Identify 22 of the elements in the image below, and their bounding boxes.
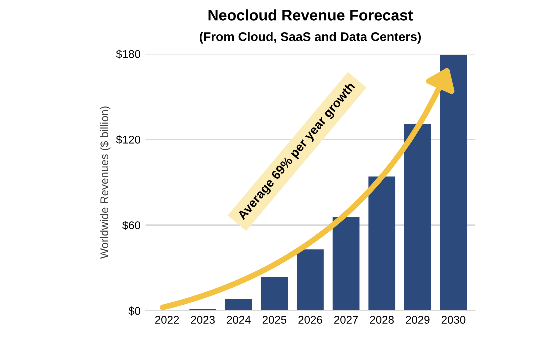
x-tick-label: 2025 <box>262 316 287 324</box>
y-tick-label: $180 <box>116 50 141 59</box>
bar <box>368 176 396 311</box>
y-tick-label: $0 <box>128 306 141 316</box>
bar <box>332 217 360 311</box>
bar <box>261 277 288 311</box>
chart-title: Neocloud Revenue Forecast <box>208 10 414 21</box>
bar <box>404 124 432 311</box>
x-tick-label: 2027 <box>334 316 358 324</box>
bar <box>225 300 252 311</box>
x-tick-label: 2029 <box>406 316 430 324</box>
bar <box>297 250 324 311</box>
x-tick-label: 2023 <box>191 316 215 324</box>
x-tick-label: 2030 <box>442 316 466 324</box>
y-axis-title: Worldwide Revenues ($ billion) <box>100 106 111 259</box>
chart-subtitle: (From Cloud, SaaS and Data Centers) <box>200 32 422 44</box>
y-tick-label: $120 <box>116 136 141 145</box>
x-tick-label: 2026 <box>298 316 322 324</box>
x-tick-label: 2022 <box>155 316 180 324</box>
x-tick-label: 2028 <box>370 316 394 324</box>
y-tick-label: $60 <box>122 221 141 230</box>
x-tick-label: 2024 <box>227 316 251 324</box>
